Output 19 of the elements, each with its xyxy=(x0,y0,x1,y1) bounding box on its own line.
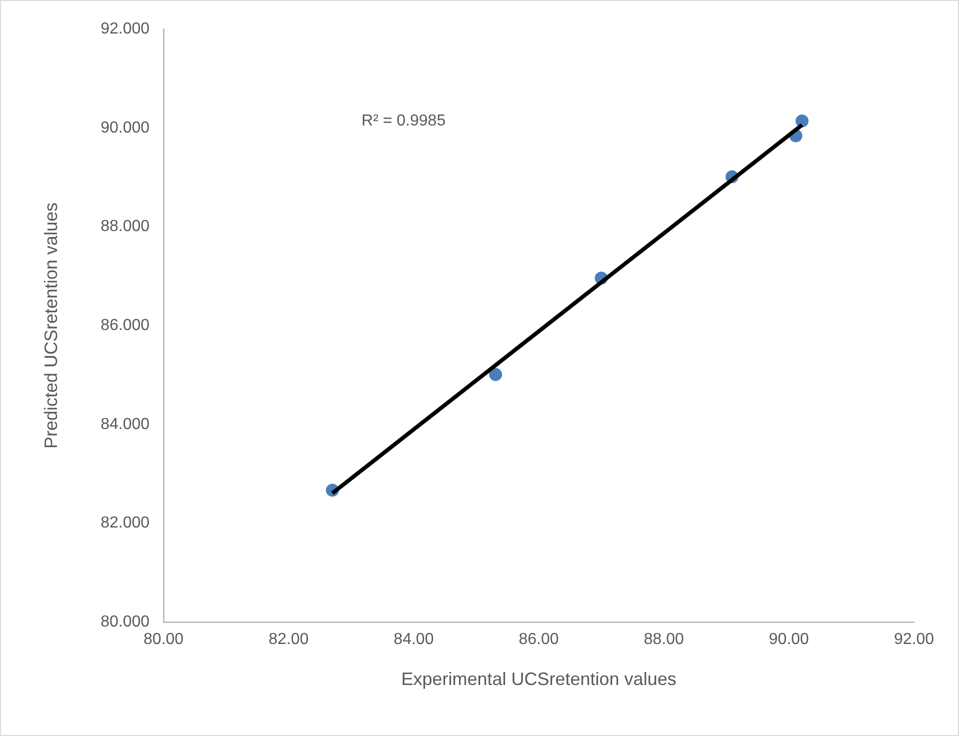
y-tick-label: 80.000 xyxy=(100,614,150,631)
y-tick-label: 90.000 xyxy=(100,119,150,136)
x-tick-label: 84.00 xyxy=(394,631,434,648)
x-tick-label: 90.00 xyxy=(768,631,810,648)
point xyxy=(796,114,809,128)
x-tick-label: 82.00 xyxy=(268,631,309,648)
y-tick-label: 82.000 xyxy=(100,514,150,532)
y-axis-title: Predicted UCSretention values xyxy=(40,202,61,449)
y-tick-label: 92.000 xyxy=(100,20,150,38)
x-axis-title: Experimental UCSretention values xyxy=(401,669,676,690)
y-tick-label: 88.000 xyxy=(100,218,150,236)
x-tick-label: 80.00 xyxy=(144,631,184,648)
x-tick-label: 86.00 xyxy=(518,631,559,648)
point xyxy=(489,368,502,382)
y-tick-label: 86.000 xyxy=(100,317,150,334)
annotation: R² = 0.9985 xyxy=(362,112,446,130)
y-tick-label: 84.000 xyxy=(100,416,150,433)
x-tick-label: 88.00 xyxy=(644,631,684,648)
x-tick-label: 92.00 xyxy=(894,631,934,648)
